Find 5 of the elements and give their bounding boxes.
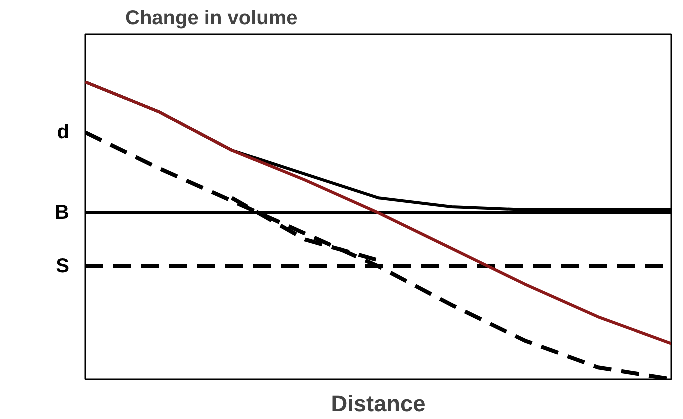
series-label: d [57,122,70,144]
x-axis-title: Distance [331,390,426,416]
series-label: S [56,255,70,278]
chart-title: Change in volume [126,8,298,30]
series-label: B [55,202,70,224]
